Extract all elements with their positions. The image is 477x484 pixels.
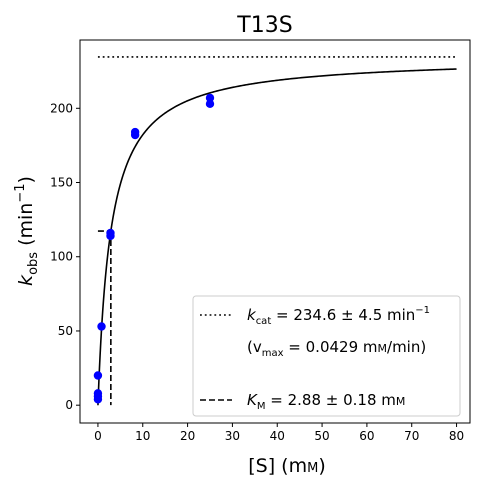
data-point xyxy=(205,93,215,103)
legend-km-label: KM = 2.88 ± 0.18 mM xyxy=(247,391,405,412)
fit-curve xyxy=(97,68,457,406)
x-tick-label: 50 xyxy=(314,429,329,443)
y-axis-label: kobs (min−1) xyxy=(13,176,41,286)
x-tick-label: 30 xyxy=(225,429,240,443)
y-ticks: 0 50 100 150 200 xyxy=(50,101,80,412)
legend: kcat = 234.6 ± 4.5 min−1 (vmax = 0.0429 … xyxy=(192,295,461,417)
y-tick-label: 0 xyxy=(65,398,73,412)
x-tick-label: 10 xyxy=(135,429,150,443)
x-tick-label: 0 xyxy=(94,429,102,443)
y-tick-label: 150 xyxy=(50,176,73,190)
chart-title: T13S xyxy=(236,13,292,38)
x-tick-label: 70 xyxy=(404,429,419,443)
legend-kcat-label: kcat = 234.6 ± 4.5 min−1 xyxy=(247,305,430,327)
legend-box xyxy=(192,295,461,417)
y-tick-label: 50 xyxy=(58,324,73,338)
x-tick-label: 20 xyxy=(180,429,195,443)
data-point xyxy=(205,99,215,109)
data-point xyxy=(97,322,106,331)
y-tick-label: 100 xyxy=(50,250,73,264)
y-tick-label: 200 xyxy=(50,101,73,115)
x-tick-label: 40 xyxy=(270,429,285,443)
x-tick-label: 80 xyxy=(449,429,464,443)
data-point xyxy=(130,127,140,137)
plot-area: 0 10 20 30 40 50 60 70 80 0 50 100 150 200 xyxy=(50,39,471,443)
legend-vmax-label: (vmax = 0.0429 mM/min) xyxy=(247,338,426,359)
marks xyxy=(93,56,457,406)
plot-frame xyxy=(79,39,471,424)
data-point xyxy=(93,389,103,398)
data-point xyxy=(106,228,115,238)
x-tick-label: 60 xyxy=(359,429,374,443)
x-ticks: 0 10 20 30 40 50 60 70 80 xyxy=(94,423,464,443)
x-axis-label: [S] (mM) xyxy=(248,455,326,477)
data-point xyxy=(93,371,103,380)
